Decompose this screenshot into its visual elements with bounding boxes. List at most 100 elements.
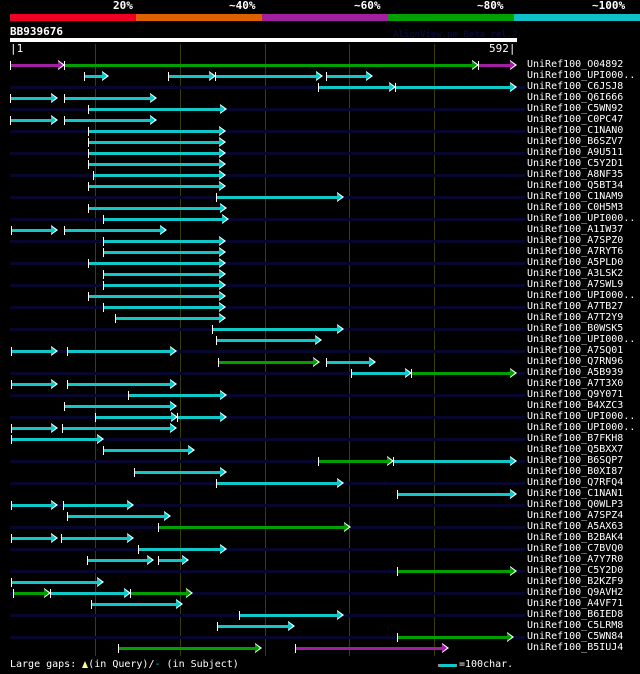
hit-label[interactable]: UniRef100_A5PLD0 — [527, 257, 624, 268]
hsp-segment[interactable] — [87, 559, 149, 562]
hit-label[interactable]: UniRef100_C1NAN1 — [527, 488, 624, 499]
hsp-segment[interactable] — [128, 394, 222, 397]
hsp-segment[interactable] — [215, 75, 318, 78]
hsp-segment[interactable] — [64, 119, 151, 122]
hit-label[interactable]: UniRef100_B5IUJ4 — [527, 642, 624, 653]
hit-label[interactable]: UniRef100_B0WSK5 — [527, 323, 624, 334]
hsp-segment[interactable] — [350, 372, 406, 375]
hsp-segment[interactable] — [88, 152, 221, 155]
hsp-segment[interactable] — [177, 416, 222, 419]
hsp-segment[interactable] — [88, 130, 221, 133]
hsp-segment[interactable] — [10, 350, 53, 353]
hit-label[interactable]: UniRef100_A7SQ01 — [527, 345, 624, 356]
hsp-segment[interactable] — [239, 614, 338, 617]
hit-label[interactable]: UniRef100_A7TB27 — [527, 301, 624, 312]
hit-label[interactable]: UniRef100_B6SQP7 — [527, 455, 624, 466]
hit-label[interactable]: UniRef100_UPI000.. — [527, 290, 636, 301]
hsp-segment[interactable] — [88, 185, 221, 188]
hit-label[interactable]: UniRef100_A5B939 — [527, 367, 624, 378]
hit-label[interactable]: UniRef100_C6JSJ8 — [527, 81, 624, 92]
hsp-segment[interactable] — [212, 328, 338, 331]
hit-label[interactable]: UniRef100_Q7RN96 — [527, 356, 624, 367]
hsp-segment[interactable] — [90, 603, 178, 606]
hsp-segment[interactable] — [12, 592, 46, 595]
hsp-segment[interactable] — [215, 196, 338, 199]
hsp-segment[interactable] — [130, 592, 187, 595]
hsp-segment[interactable] — [395, 86, 512, 89]
hit-label[interactable]: UniRef100_C5WN84 — [527, 631, 624, 642]
hsp-segment[interactable] — [94, 416, 173, 419]
hit-label[interactable]: UniRef100_C1NAM9 — [527, 191, 624, 202]
hit-label[interactable]: UniRef100_C0H5M3 — [527, 202, 624, 213]
hit-label[interactable]: UniRef100_A1IW37 — [527, 224, 624, 235]
hsp-segment[interactable] — [410, 372, 512, 375]
hsp-segment[interactable] — [88, 262, 221, 265]
hit-label[interactable]: UniRef100_A3LSK2 — [527, 268, 624, 279]
hit-label[interactable]: UniRef100_Q0WLP3 — [527, 499, 624, 510]
hsp-segment[interactable] — [217, 361, 314, 364]
hsp-segment[interactable] — [10, 581, 98, 584]
hit-label[interactable]: UniRef100_C5LRM8 — [527, 620, 624, 631]
hsp-segment[interactable] — [88, 295, 221, 298]
hit-label[interactable]: UniRef100_UPI000.. — [527, 422, 636, 433]
hsp-segment[interactable] — [137, 548, 222, 551]
hsp-segment[interactable] — [396, 493, 512, 496]
hsp-segment[interactable] — [317, 460, 389, 463]
hsp-segment[interactable] — [102, 218, 223, 221]
hit-label[interactable]: UniRef100_A9U511 — [527, 147, 624, 158]
hsp-segment[interactable] — [88, 207, 222, 210]
hit-label[interactable]: UniRef100_A7SPZ0 — [527, 235, 624, 246]
hsp-segment[interactable] — [102, 449, 190, 452]
hit-label[interactable]: UniRef100_C5Y2D0 — [527, 565, 624, 576]
hsp-segment[interactable] — [63, 504, 128, 507]
hit-label[interactable]: UniRef100_A7T3X0 — [527, 378, 624, 389]
hit-label[interactable]: UniRef100_B0XI87 — [527, 466, 624, 477]
hsp-segment[interactable] — [61, 537, 128, 540]
hsp-segment[interactable] — [167, 75, 211, 78]
hsp-segment[interactable] — [102, 251, 221, 254]
hit-label[interactable]: UniRef100_C5Y2D1 — [527, 158, 624, 169]
hsp-segment[interactable] — [10, 119, 53, 122]
hsp-segment[interactable] — [102, 284, 221, 287]
hit-label[interactable]: UniRef100_B2BAK4 — [527, 532, 624, 543]
hit-label[interactable]: UniRef100_UPI000.. — [527, 213, 636, 224]
hit-label[interactable]: UniRef100_UPI000.. — [527, 411, 636, 422]
hit-label[interactable]: UniRef100_B7FKH8 — [527, 433, 624, 444]
hit-label[interactable]: UniRef100_Q6I666 — [527, 92, 624, 103]
hit-label[interactable]: UniRef100_C0PC47 — [527, 114, 624, 125]
hsp-segment[interactable] — [114, 317, 221, 320]
hit-label[interactable]: UniRef100_A7Y7R0 — [527, 554, 624, 565]
hit-label[interactable]: UniRef100_A7RYT6 — [527, 246, 624, 257]
hsp-segment[interactable] — [396, 570, 512, 573]
hsp-segment[interactable] — [158, 526, 345, 529]
hit-label[interactable]: UniRef100_C1NAN0 — [527, 125, 624, 136]
hsp-segment[interactable] — [134, 471, 222, 474]
hit-label[interactable]: UniRef100_A8NF35 — [527, 169, 624, 180]
hit-label[interactable]: UniRef100_C5WN92 — [527, 103, 624, 114]
hsp-segment[interactable] — [118, 647, 257, 650]
hsp-segment[interactable] — [66, 383, 171, 386]
hit-label[interactable]: UniRef100_O04892 — [527, 59, 624, 70]
hsp-segment[interactable] — [64, 405, 171, 408]
hsp-segment[interactable] — [64, 97, 151, 100]
hit-label[interactable]: UniRef100_B4XZC3 — [527, 400, 624, 411]
hsp-segment[interactable] — [62, 427, 171, 430]
hsp-segment[interactable] — [10, 438, 98, 441]
hsp-segment[interactable] — [66, 515, 166, 518]
hsp-segment[interactable] — [102, 240, 221, 243]
hsp-segment[interactable] — [88, 141, 221, 144]
hsp-segment[interactable] — [317, 86, 391, 89]
hit-label[interactable]: UniRef100_Q9Y071 — [527, 389, 624, 400]
hit-label[interactable]: UniRef100_Q5BT34 — [527, 180, 624, 191]
hsp-segment[interactable] — [325, 361, 371, 364]
hsp-segment[interactable] — [294, 647, 443, 650]
hsp-segment[interactable] — [10, 383, 53, 386]
hit-label[interactable]: UniRef100_A7SPZ4 — [527, 510, 624, 521]
hsp-segment[interactable] — [10, 64, 60, 67]
hsp-segment[interactable] — [10, 537, 53, 540]
hsp-segment[interactable] — [215, 482, 338, 485]
hsp-segment[interactable] — [93, 174, 221, 177]
hit-label[interactable]: UniRef100_B2KZF9 — [527, 576, 624, 587]
hsp-segment[interactable] — [88, 108, 222, 111]
hit-label[interactable]: UniRef100_A7SWL9 — [527, 279, 624, 290]
